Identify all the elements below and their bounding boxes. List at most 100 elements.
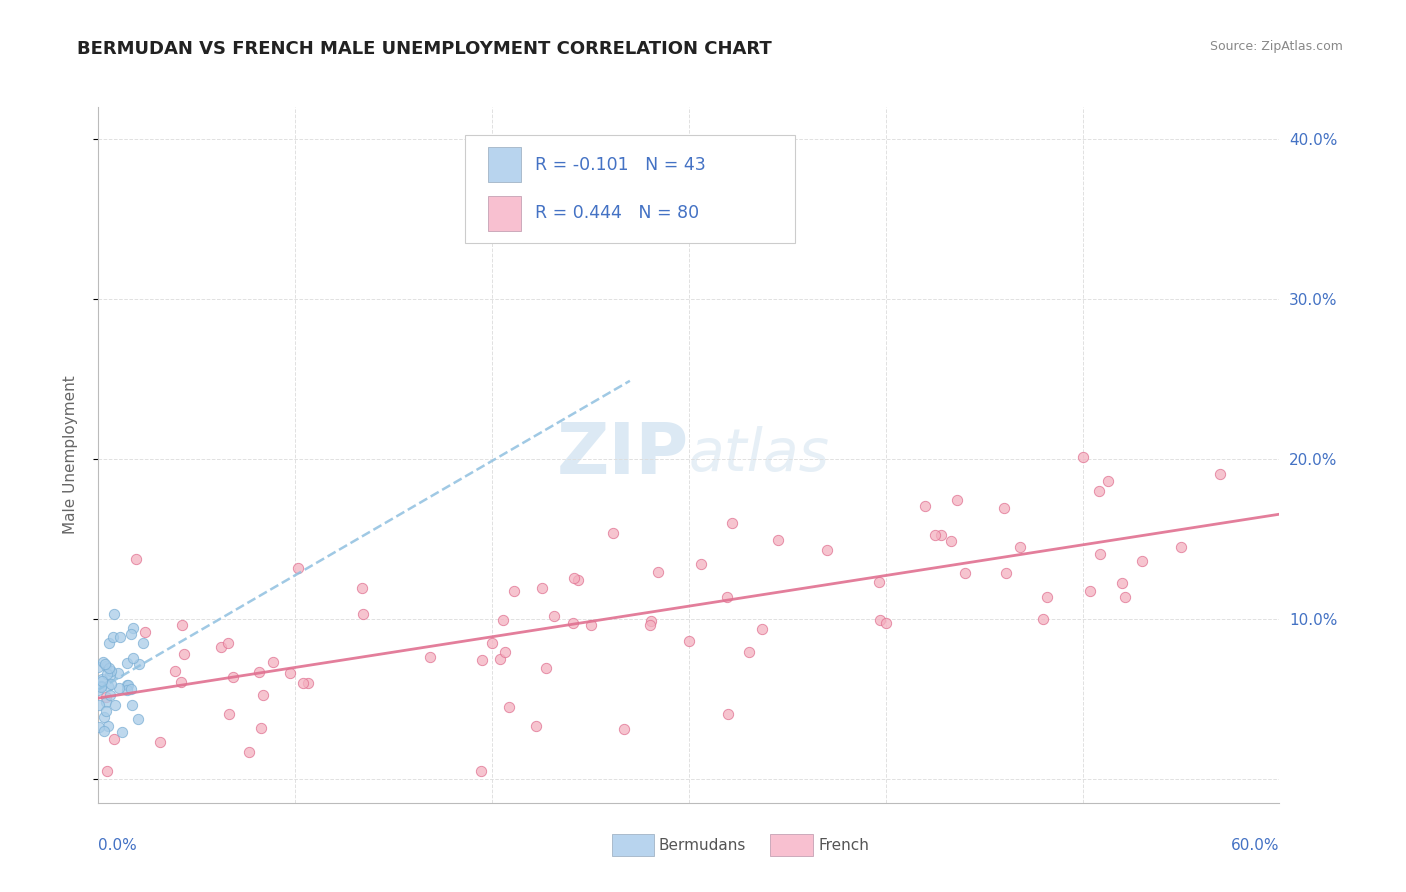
- Point: [108, 630, 131, 644]
- Point: [87, 682, 110, 697]
- Point: [815, 543, 838, 558]
- Point: [115, 683, 138, 698]
- Point: [103, 607, 125, 621]
- Point: [250, 721, 273, 735]
- Text: atlas: atlas: [689, 426, 830, 483]
- Point: [1071, 450, 1094, 464]
- Point: [419, 649, 441, 664]
- Point: [869, 613, 891, 627]
- Point: [87, 720, 110, 734]
- Point: [96, 658, 118, 673]
- Point: [561, 615, 583, 630]
- Point: [716, 590, 738, 604]
- Point: [94, 690, 117, 704]
- Text: ZIP: ZIP: [557, 420, 689, 490]
- Point: [222, 670, 245, 684]
- Point: [471, 653, 494, 667]
- Point: [929, 527, 952, 541]
- Point: [689, 557, 711, 571]
- Point: [531, 581, 554, 595]
- Point: [995, 566, 1018, 580]
- Point: [678, 634, 700, 648]
- Point: [1032, 612, 1054, 626]
- Point: [90, 679, 112, 693]
- Point: [721, 516, 744, 530]
- Point: [101, 630, 124, 644]
- Point: [481, 636, 503, 650]
- Point: [602, 525, 624, 540]
- Point: [108, 681, 131, 695]
- Point: [93, 724, 115, 739]
- Point: [292, 675, 315, 690]
- FancyBboxPatch shape: [464, 135, 796, 243]
- Point: [209, 640, 232, 655]
- Point: [149, 735, 172, 749]
- Point: [217, 636, 239, 650]
- Point: [297, 675, 319, 690]
- Point: [132, 636, 155, 650]
- Point: [1090, 547, 1112, 561]
- Point: [122, 621, 145, 635]
- Point: [120, 627, 142, 641]
- Point: [163, 664, 186, 678]
- Point: [1035, 590, 1057, 604]
- Point: [90, 680, 112, 694]
- Point: [89, 698, 111, 713]
- Point: [103, 731, 125, 746]
- Point: [97, 679, 120, 693]
- Point: [91, 655, 114, 669]
- Text: BERMUDAN VS FRENCH MALE UNEMPLOYMENT CORRELATION CHART: BERMUDAN VS FRENCH MALE UNEMPLOYMENT COR…: [77, 40, 772, 58]
- Point: [717, 706, 740, 721]
- Y-axis label: Male Unemployment: Male Unemployment: [63, 376, 77, 534]
- Point: [1088, 483, 1111, 498]
- Point: [543, 609, 565, 624]
- Point: [96, 764, 118, 778]
- Point: [122, 650, 145, 665]
- Point: [953, 566, 976, 580]
- Point: [278, 666, 301, 681]
- Point: [100, 676, 122, 690]
- Point: [115, 656, 138, 670]
- Text: R = 0.444   N = 80: R = 0.444 N = 80: [536, 204, 700, 222]
- Text: R = -0.101   N = 43: R = -0.101 N = 43: [536, 156, 706, 174]
- Point: [247, 665, 270, 680]
- Point: [172, 618, 194, 632]
- Point: [470, 764, 492, 778]
- Point: [96, 704, 118, 718]
- Point: [352, 607, 374, 622]
- Point: [100, 664, 122, 678]
- Point: [98, 668, 121, 682]
- Point: [1097, 475, 1119, 489]
- Point: [868, 575, 890, 590]
- Point: [924, 528, 946, 542]
- Point: [492, 613, 515, 627]
- Point: [91, 674, 114, 689]
- Point: [524, 719, 547, 733]
- Point: [1111, 575, 1133, 590]
- Point: [287, 561, 309, 575]
- Point: [104, 698, 127, 713]
- Point: [128, 657, 150, 671]
- Text: 60.0%: 60.0%: [1232, 838, 1279, 853]
- Point: [993, 500, 1015, 515]
- Point: [121, 698, 143, 712]
- Point: [169, 675, 191, 690]
- Point: [1170, 540, 1192, 554]
- Point: [218, 707, 240, 722]
- Text: 0.0%: 0.0%: [98, 838, 138, 853]
- Point: [173, 647, 195, 661]
- Point: [96, 666, 118, 681]
- Point: [107, 665, 129, 680]
- Point: [262, 655, 284, 669]
- Bar: [488, 196, 522, 231]
- Point: [567, 573, 589, 587]
- Point: [613, 722, 636, 736]
- Point: [640, 614, 662, 628]
- Text: Source: ZipAtlas.com: Source: ZipAtlas.com: [1209, 40, 1343, 54]
- Point: [94, 657, 117, 672]
- Point: [638, 618, 661, 632]
- Point: [134, 625, 156, 640]
- Point: [1010, 540, 1032, 554]
- Point: [579, 618, 602, 632]
- Point: [914, 500, 936, 514]
